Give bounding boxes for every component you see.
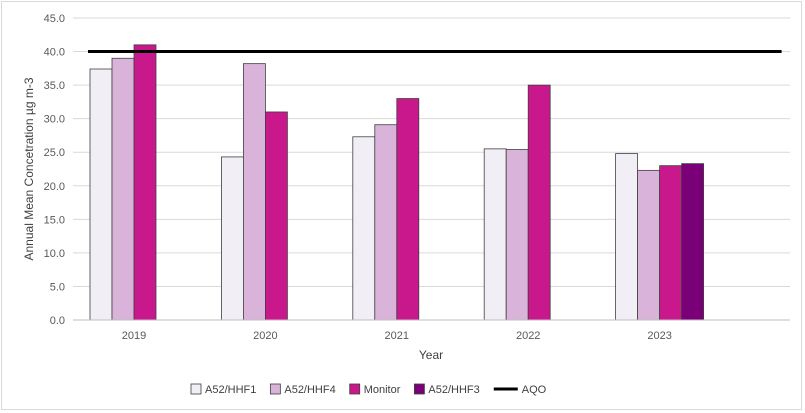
y-tick-label: 45.0 [44, 13, 65, 25]
bar-a52-hhf4-2023 [637, 169, 660, 321]
y-tick-label: 30.0 [44, 114, 65, 126]
x-tick-label: 2021 [385, 330, 409, 342]
legend-swatch [414, 383, 425, 395]
y-tick-label: 20.0 [44, 181, 65, 193]
y-tick-label: 35.0 [44, 80, 65, 92]
y-axis-title: Annual Mean Concetration µg m-3 [22, 77, 36, 260]
y-tick-label: 5.0 [50, 281, 65, 293]
x-tick-label: 2023 [647, 330, 671, 342]
bar-a52-hhf1-2022 [483, 148, 507, 321]
legend-label: Monitor [364, 384, 401, 396]
bar-a52-hhf1-2023 [615, 153, 638, 321]
legend: A52/HHF1 A52/HHF4 Monitor A52/HHF3 AQO [190, 383, 547, 396]
bar-monitor-2019 [133, 44, 157, 321]
y-tick-label: 10.0 [44, 248, 65, 260]
y-tick-label: 15.0 [44, 214, 65, 226]
bar-monitor-2022 [527, 84, 551, 321]
bar-monitor-2021 [396, 98, 420, 321]
x-axis-ticks: 2019 2020 2021 2022 2023 [122, 330, 672, 342]
legend-swatch [349, 383, 361, 395]
y-tick-label: 40.0 [44, 47, 65, 59]
bar-a52-hhf4-2021 [374, 124, 398, 321]
bars [89, 44, 704, 321]
bar-a52-hhf4-2022 [505, 149, 529, 321]
x-tick-label: 2020 [253, 330, 277, 342]
bar-a52-hhf1-2020 [220, 156, 244, 321]
y-tick-label: 0.0 [50, 315, 65, 327]
x-axis-title: Year [419, 348, 443, 362]
bar-monitor-2023 [659, 165, 682, 321]
bar-a52-hhf4-2020 [242, 63, 266, 321]
bar-a52-hhf4-2019 [111, 57, 135, 321]
bar-a52-hhf3-2023 [681, 163, 704, 321]
bar-a52-hhf1-2019 [89, 68, 113, 321]
legend-label: A52/HHF1 [205, 384, 256, 396]
y-axis-ticks: 0.0 5.0 10.0 15.0 20.0 25.0 30.0 35.0 40.0 45.0 [44, 13, 65, 327]
x-tick-label: 2022 [516, 330, 540, 342]
legend-label: A52/HHF3 [428, 384, 479, 396]
legend-label: A52/HHF4 [284, 384, 335, 396]
legend-swatch [190, 383, 202, 395]
x-tick-label: 2019 [122, 330, 146, 342]
bar-a52-hhf1-2021 [352, 136, 376, 321]
y-tick-label: 25.0 [44, 147, 65, 159]
bar-monitor-2020 [264, 111, 288, 321]
legend-swatch [269, 383, 281, 395]
legend-label: AQO [522, 384, 547, 396]
